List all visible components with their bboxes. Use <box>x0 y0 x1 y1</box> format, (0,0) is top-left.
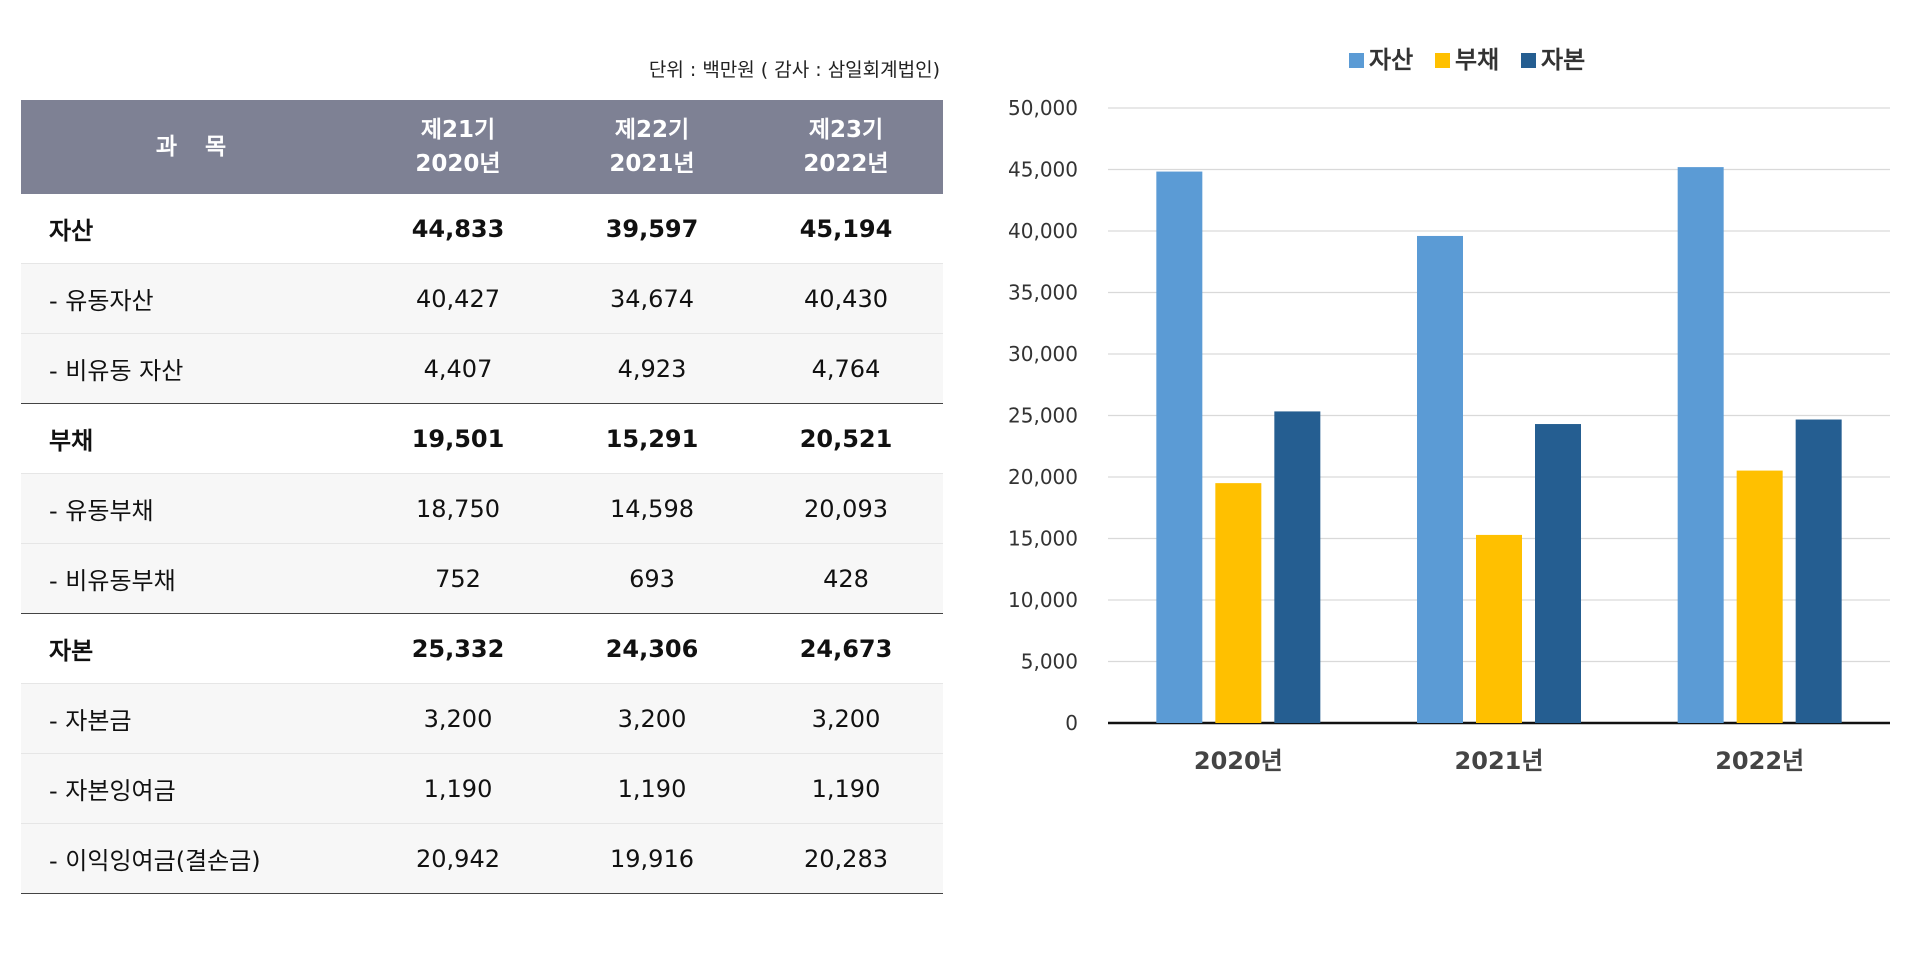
row-label: 자본 <box>21 613 361 684</box>
table-row: 부채 19,501 15,291 20,521 <box>21 403 943 474</box>
row-value: 1,190 <box>555 753 749 824</box>
header-period-1: 제21기 2020년 <box>361 100 555 194</box>
table-row: - 유동부채 18,750 14,598 20,093 <box>21 473 943 544</box>
y-tick-label: 40,000 <box>1008 219 1078 243</box>
x-category-label: 2022년 <box>1715 747 1804 775</box>
bar-부채 <box>1476 534 1522 723</box>
row-value: 3,200 <box>749 683 943 754</box>
row-label: - 이익잉여금(결손금) <box>21 823 361 894</box>
y-tick-label: 50,000 <box>1008 96 1078 120</box>
row-value: 20,521 <box>749 403 943 474</box>
row-value: 34,674 <box>555 263 749 334</box>
bar-자산 <box>1417 235 1463 723</box>
row-value: 4,764 <box>749 333 943 404</box>
y-tick-label: 15,000 <box>1008 527 1078 551</box>
row-value: 14,598 <box>555 473 749 544</box>
y-tick-label: 20,000 <box>1008 465 1078 489</box>
table-body: 자산 44,833 39,597 45,194- 유동자산 40,427 34,674 40… <box>21 194 943 894</box>
row-value: 44,833 <box>361 194 555 264</box>
row-label: - 비유동부채 <box>21 543 361 614</box>
table-row: - 자본잉여금 1,190 1,190 1,190 <box>21 753 943 824</box>
row-value: 4,923 <box>555 333 749 404</box>
row-value: 1,190 <box>361 753 555 824</box>
row-value: 3,200 <box>361 683 555 754</box>
row-value: 752 <box>361 543 555 614</box>
row-value: 39,597 <box>555 194 749 264</box>
row-value: 20,283 <box>749 823 943 894</box>
chart-area: 0 5,000 10,000 15,000 20,000 25,000 30,000 35,0… <box>990 30 1910 976</box>
table-row: - 유동자산 40,427 34,674 40,430 <box>21 263 943 334</box>
legend-swatch-부채 <box>1435 53 1450 68</box>
row-value: 25,332 <box>361 613 555 684</box>
row-value: 18,750 <box>361 473 555 544</box>
bar-자본 <box>1274 411 1321 723</box>
y-tick-label: 45,000 <box>1008 158 1078 182</box>
row-value: 15,291 <box>555 403 749 474</box>
row-label: - 자본잉여금 <box>21 753 361 824</box>
table-row: - 이익잉여금(결손금) 20,942 19,916 20,283 <box>21 823 943 894</box>
header-subject-label: 과 목 <box>155 134 237 160</box>
row-value: 693 <box>555 543 749 614</box>
header-period-1-term: 제21기 <box>420 117 496 143</box>
row-value: 19,501 <box>361 403 555 474</box>
table-row: - 비유동부채 752 693 428 <box>21 543 943 614</box>
row-value: 40,430 <box>749 263 943 334</box>
bar-자본 <box>1795 419 1842 723</box>
legend-label: 자산 <box>1369 46 1413 74</box>
header-period-3: 제23기 2022년 <box>749 100 943 194</box>
bar-자산 <box>1677 167 1724 724</box>
header-period-3-year: 2022년 <box>803 151 889 177</box>
row-label: - 비유동 자산 <box>21 333 361 404</box>
x-category-label: 2020년 <box>1194 747 1283 775</box>
row-value: 24,306 <box>555 613 749 684</box>
row-label: - 자본금 <box>21 683 361 754</box>
header-subject: 과 목 <box>21 100 361 194</box>
legend-label: 부채 <box>1455 46 1499 74</box>
y-tick-label: 30,000 <box>1008 342 1078 366</box>
row-value: 1,190 <box>749 753 943 824</box>
header-period-2: 제22기 2021년 <box>555 100 749 194</box>
financial-table: 과 목 제21기 2020년 제22기 2021년 제23기 2022년 자산 4… <box>21 100 943 894</box>
y-tick-label: 0 <box>1065 711 1078 735</box>
row-value: 45,194 <box>749 194 943 264</box>
header-period-1-year: 2020년 <box>415 151 501 177</box>
bar-자산 <box>1156 171 1203 724</box>
bar-chart: 0 5,000 10,000 15,000 20,000 25,000 30,000 35,0… <box>1008 46 1890 775</box>
row-value: 40,427 <box>361 263 555 334</box>
table-row: 자산 44,833 39,597 45,194 <box>21 194 943 264</box>
legend-swatch-자본 <box>1521 53 1536 68</box>
row-value: 20,942 <box>361 823 555 894</box>
x-category-label: 2021년 <box>1455 747 1544 775</box>
bar-부채 <box>1736 470 1783 723</box>
row-label: 부채 <box>21 403 361 474</box>
row-value: 24,673 <box>749 613 943 684</box>
bar-자본 <box>1535 424 1581 723</box>
y-tick-label: 25,000 <box>1008 404 1078 428</box>
row-value: 3,200 <box>555 683 749 754</box>
legend-label: 자본 <box>1541 46 1585 74</box>
y-tick-label: 5,000 <box>1021 650 1078 674</box>
table-row: 자본 25,332 24,306 24,673 <box>21 613 943 684</box>
table-row: - 비유동 자산 4,407 4,923 4,764 <box>21 333 943 404</box>
row-value: 20,093 <box>749 473 943 544</box>
row-label: 자산 <box>21 194 361 264</box>
row-value: 19,916 <box>555 823 749 894</box>
row-label: - 유동부채 <box>21 473 361 544</box>
row-label: - 유동자산 <box>21 263 361 334</box>
header-period-3-term: 제23기 <box>808 117 884 143</box>
row-value: 4,407 <box>361 333 555 404</box>
header-period-2-term: 제22기 <box>614 117 690 143</box>
table-row: - 자본금 3,200 3,200 3,200 <box>21 683 943 754</box>
table-header-row: 과 목 제21기 2020년 제22기 2021년 제23기 2022년 <box>21 100 943 194</box>
y-tick-label: 10,000 <box>1008 588 1078 612</box>
bar-부채 <box>1215 483 1262 723</box>
header-period-2-year: 2021년 <box>609 151 695 177</box>
unit-note: 단위 : 백만원 ( 감사 : 삼일회계법인) <box>648 59 940 81</box>
y-tick-label: 35,000 <box>1008 281 1078 305</box>
row-value: 428 <box>749 543 943 614</box>
legend-swatch-자산 <box>1349 53 1364 68</box>
